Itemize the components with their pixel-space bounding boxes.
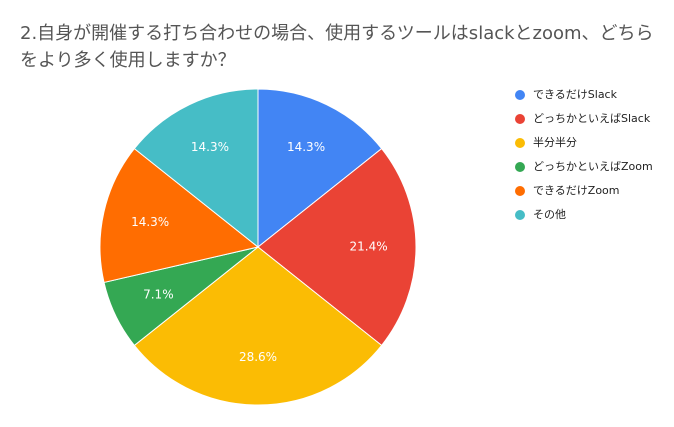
chart-title: 2.自身が開催する打ち合わせの場合、使用するツールはslackとzoom、どちら… [20, 23, 654, 71]
pie-slice [133, 246, 383, 406]
slice-label: 28.6% [239, 350, 277, 364]
legend-marker [515, 114, 525, 124]
legend-marker [515, 162, 525, 172]
slice-label: 21.4% [350, 240, 388, 254]
legend-label: できるだけZoom [533, 184, 620, 197]
pie-slice [99, 147, 260, 284]
legend-marker [515, 186, 525, 196]
pie-slice [257, 88, 383, 249]
legend-marker [515, 90, 525, 100]
legend-marker [515, 138, 525, 148]
slice-label: 14.3% [287, 140, 325, 154]
slice-label: 14.3% [191, 140, 229, 154]
slice-label: 7.1% [143, 288, 174, 302]
legend-label: どっちかといえばZoom [533, 160, 653, 173]
slice-label: 14.3% [131, 215, 169, 229]
legend-marker [515, 210, 525, 220]
pie-slice [133, 88, 259, 249]
legend-label: できるだけSlack [533, 88, 618, 101]
legend-label: その他 [533, 208, 566, 221]
pie-slice [257, 147, 417, 347]
legend-label: どっちかといえばSlack [533, 112, 651, 125]
legend-label: 半分半分 [533, 135, 577, 149]
